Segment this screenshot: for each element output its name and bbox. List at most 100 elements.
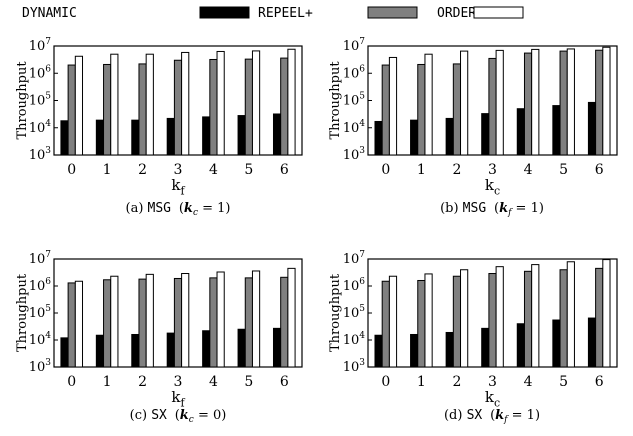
x-tick-label-3: 3: [488, 162, 497, 178]
x-tick-label-1: 1: [417, 374, 426, 390]
bar-order-5: [566, 261, 575, 368]
legend-swatch-dynamic: [199, 6, 250, 19]
bar-repeel-2: [452, 275, 462, 368]
bar-repeel-4: [209, 277, 218, 368]
x-axis-label: kc: [485, 388, 500, 410]
bar-dynamic-4: [516, 108, 525, 156]
y-tick-label: 107: [343, 250, 366, 267]
bar-repeel-6: [280, 57, 289, 156]
y-tick-label: 107: [29, 250, 52, 267]
y-tick-label: 105: [29, 92, 52, 109]
x-tick-label-1: 1: [417, 162, 426, 178]
bar-order-1: [110, 53, 119, 156]
x-tick-label-5: 5: [244, 162, 253, 178]
bar-repeel-1: [103, 63, 112, 156]
x-tick-label-5: 5: [559, 374, 568, 390]
x-tick-label-2: 2: [138, 374, 147, 390]
bar-order-3: [181, 51, 190, 156]
x-tick-label-4: 4: [209, 374, 218, 390]
x-tick-label-4: 4: [524, 374, 533, 390]
y-tick-label: 105: [29, 304, 52, 321]
bar-order-4: [216, 271, 225, 368]
bar-dynamic-6: [272, 327, 282, 368]
bar-order-3: [181, 273, 190, 368]
bar-dynamic-3: [166, 332, 175, 368]
panel-caption: (b) MSG (kf = 1): [440, 201, 544, 218]
x-tick-label-1: 1: [103, 162, 112, 178]
bar-order-6: [602, 259, 611, 368]
y-tick-label: 104: [343, 331, 366, 348]
x-tick-label-0: 0: [381, 162, 390, 178]
x-tick-label-5: 5: [559, 162, 568, 178]
bar-repeel-1: [103, 279, 112, 368]
bar-repeel-0: [67, 282, 76, 368]
x-tick-label-2: 2: [452, 374, 461, 390]
bar-repeel-3: [173, 277, 183, 368]
y-tick-label: 103: [29, 146, 52, 163]
x-tick-label-1: 1: [103, 374, 112, 390]
bar-order-2: [460, 269, 469, 368]
y-tick-label: 106: [343, 64, 366, 81]
bar-dynamic-0: [60, 120, 69, 156]
bar-order-5: [566, 48, 575, 156]
legend: DYNAMIC REPEEL+ ORDER: [22, 6, 524, 21]
y-tick-label: 103: [29, 358, 52, 375]
bar-repeel-3: [488, 273, 497, 368]
bar-order-3: [495, 49, 504, 156]
x-tick-label-0: 0: [381, 374, 390, 390]
x-tick-label-5: 5: [244, 374, 253, 390]
panel-caption: (d) SX (kf = 1): [444, 408, 540, 425]
bar-order-5: [251, 50, 261, 156]
bar-repeel-2: [138, 278, 147, 368]
bar-repeel-5: [244, 58, 253, 156]
bar-dynamic-5: [552, 319, 561, 368]
y-tick-label: 105: [343, 304, 366, 321]
bar-repeel-6: [595, 267, 604, 368]
x-tick-label-3: 3: [174, 162, 183, 178]
bar-repeel-1: [417, 63, 426, 156]
y-axis-label: Throughput: [15, 61, 30, 140]
panel-caption: (c) SX (kc = 0): [130, 408, 227, 425]
bar-dynamic-2: [131, 119, 140, 156]
bar-order-6: [602, 46, 611, 156]
legend-swatch-repeel: [367, 6, 418, 19]
bar-order-1: [424, 53, 433, 156]
bar-dynamic-1: [95, 119, 105, 156]
bar-order-1: [110, 275, 119, 368]
x-tick-label-6: 6: [280, 162, 289, 178]
bar-repeel-4: [523, 270, 533, 368]
bar-order-3: [495, 266, 504, 368]
bar-dynamic-4: [202, 116, 211, 156]
bar-order-0: [74, 280, 84, 368]
bar-order-4: [531, 264, 540, 368]
bar-order-6: [287, 48, 296, 156]
bar-dynamic-1: [95, 334, 105, 368]
x-tick-label-2: 2: [452, 162, 461, 178]
x-axis-label: kf: [171, 388, 185, 410]
bar-order-0: [388, 275, 398, 368]
bar-repeel-5: [559, 50, 568, 156]
bar-order-4: [531, 48, 540, 156]
bar-repeel-3: [173, 59, 183, 156]
bar-repeel-2: [452, 63, 462, 156]
y-tick-label: 104: [29, 331, 52, 348]
bar-dynamic-3: [481, 113, 490, 156]
bar-order-4: [216, 50, 225, 156]
bar-dynamic-5: [552, 105, 561, 156]
bar-dynamic-5: [237, 115, 246, 156]
y-tick-label: 107: [29, 37, 52, 54]
bar-repeel-5: [559, 269, 568, 368]
y-tick-label: 106: [29, 64, 52, 81]
chart-panel-c: 103 104 105 106 107 Throughput 0 1 2 3 4 5 6 kf(c) SX…: [15, 250, 303, 425]
bar-dynamic-0: [374, 334, 383, 368]
bar-order-1: [424, 273, 433, 368]
x-tick-label-0: 0: [67, 374, 76, 390]
bar-repeel-2: [138, 63, 147, 156]
bar-dynamic-4: [202, 330, 211, 368]
x-tick-label-6: 6: [595, 162, 604, 178]
bar-dynamic-2: [445, 117, 454, 156]
x-axis-label: kc: [485, 176, 500, 198]
y-tick-label: 106: [29, 277, 52, 294]
